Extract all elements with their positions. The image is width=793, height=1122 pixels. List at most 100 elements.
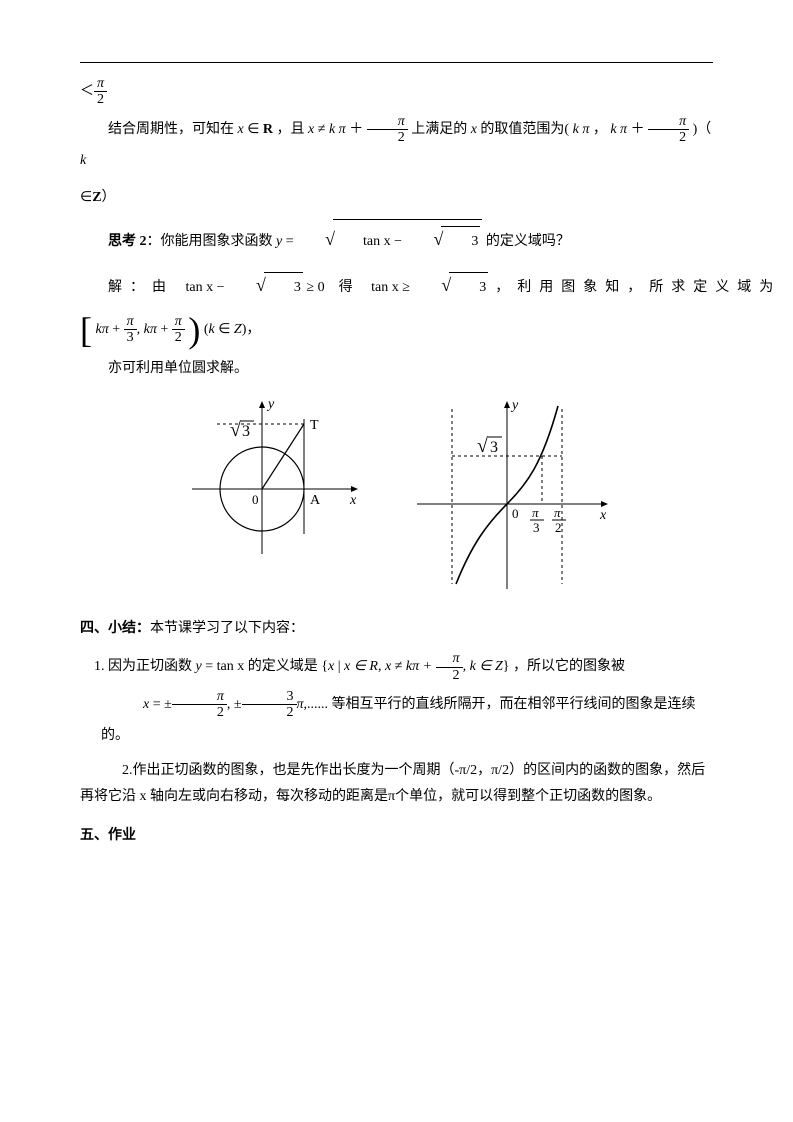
neq: ≠ bbox=[318, 122, 326, 137]
xneq: x ≠ kπ + bbox=[385, 659, 436, 674]
svg-text:√: √ bbox=[230, 419, 241, 441]
tanx: tan x bbox=[363, 234, 391, 249]
text: 的取值范围为( bbox=[480, 122, 569, 137]
minus: − bbox=[213, 280, 228, 295]
periodicity-tail: ∈Z） bbox=[80, 183, 713, 214]
plus: + bbox=[157, 322, 172, 337]
comma: , bbox=[378, 659, 385, 674]
plus: ＋ bbox=[631, 122, 645, 137]
sol-tail: ，利用图象知，所求定义域为 bbox=[495, 280, 781, 295]
set-R: R bbox=[263, 122, 273, 137]
ge: ≥ bbox=[399, 280, 414, 295]
plus: + bbox=[109, 322, 124, 337]
eq: = bbox=[282, 234, 297, 249]
origin-label: 0 bbox=[512, 506, 519, 521]
question-text: 你能用图象求函数 bbox=[161, 234, 277, 249]
heading: 四、小结： bbox=[80, 621, 150, 636]
frac-pi-3: π3 bbox=[124, 314, 137, 346]
heading-tail: 本节课学习了以下内容： bbox=[150, 621, 304, 636]
summary-item-1: 1. 因为正切函数 y = tan x 的定义域是 {x | x ∈ R, x … bbox=[80, 651, 713, 683]
T-label: T bbox=[310, 418, 319, 433]
unit-circle-diagram: y x 0 A T √ 3 bbox=[182, 394, 362, 564]
pi-3-label: π 3 bbox=[530, 505, 544, 535]
frac-pi-2: π2 bbox=[172, 689, 227, 721]
think-2: 思考 2：你能用图象求函数 y = √tan x − √3 的定义域吗？ bbox=[80, 219, 713, 260]
sqrt3-label: √ 3 bbox=[230, 419, 254, 441]
text: )（ bbox=[693, 122, 712, 137]
left-bracket: [ bbox=[80, 312, 92, 348]
radius-line bbox=[262, 424, 304, 489]
page-content: ＜π2 结合周期性，可知在 x ∈ R ，且 x ≠ k π ＋ π2 上满足的… bbox=[80, 76, 713, 852]
eqpm: = ± bbox=[149, 697, 172, 712]
close: ） bbox=[102, 190, 116, 205]
svg-text:3: 3 bbox=[533, 520, 540, 535]
solution-line: 解：由 tan x − √3 ≥ 0 得 tan x ≥ √3 ，利用图象知，所… bbox=[80, 266, 713, 306]
plus: ＋ bbox=[349, 122, 363, 137]
x-var: x bbox=[471, 122, 477, 137]
x-label: x bbox=[599, 508, 607, 523]
pi: π bbox=[339, 122, 346, 137]
set-open: { bbox=[321, 659, 328, 674]
de: 得 bbox=[339, 280, 361, 295]
set-close: } bbox=[503, 659, 510, 674]
question-tail: 的定义域吗？ bbox=[486, 234, 570, 249]
kpi: kπ bbox=[144, 322, 157, 337]
y-label: y bbox=[266, 397, 275, 412]
pi: π bbox=[297, 697, 304, 712]
colon: ： bbox=[147, 234, 161, 249]
in-sym: ∈ bbox=[80, 190, 92, 205]
lt-sign: ＜ bbox=[80, 84, 94, 99]
tanx: tan x bbox=[186, 280, 214, 295]
frac-3-2: 32 bbox=[242, 689, 297, 721]
tan-curve-diagram: y x 0 √ 3 π 3 π 2 bbox=[412, 394, 612, 594]
minus: − bbox=[391, 234, 406, 249]
in: ∈ bbox=[215, 322, 234, 337]
y-label: y bbox=[510, 398, 519, 413]
text: ，且 bbox=[277, 122, 309, 137]
sol-prefix: 解：由 bbox=[108, 280, 186, 295]
svg-text:π: π bbox=[554, 505, 561, 520]
trail: ， bbox=[246, 322, 260, 337]
text: 结合周期性，可知在 bbox=[108, 122, 238, 137]
pi: π bbox=[620, 122, 627, 137]
text: ，所以它的图象被 bbox=[513, 659, 625, 674]
sqrt3: √3 bbox=[413, 266, 488, 306]
svg-text:2: 2 bbox=[555, 520, 562, 535]
bar: | bbox=[334, 659, 344, 674]
domain-interval: [ kπ + π3, kπ + π2 ) (k ∈ Z)， bbox=[80, 312, 713, 348]
sqrt3-inner: √3 bbox=[406, 220, 481, 260]
summary-item-1-line2: x = ±π2, ±32π,...... 等相互平行的直线所隔开，而在相邻平行线… bbox=[101, 689, 713, 752]
Z: Z bbox=[234, 322, 242, 337]
periodicity-line: 结合周期性，可知在 x ∈ R ，且 x ≠ k π ＋ π2 上满足的 x 的… bbox=[80, 114, 713, 177]
frac-pi-2: π2 bbox=[172, 314, 185, 346]
text: 的定义域是 bbox=[248, 659, 322, 674]
k-var: k bbox=[573, 122, 579, 137]
dots: ,...... bbox=[304, 697, 329, 712]
in-sym: ∈ bbox=[247, 122, 259, 137]
right-paren: ) bbox=[188, 312, 200, 348]
sqrt3: √3 bbox=[228, 266, 303, 306]
set-Z: Z bbox=[92, 190, 101, 205]
text: 1. 因为正切函数 bbox=[94, 659, 196, 674]
origin-label: 0 bbox=[252, 492, 259, 507]
tanx: tan x bbox=[217, 659, 245, 674]
pi-2-label: π 2 bbox=[552, 505, 566, 535]
k-var: k bbox=[329, 122, 335, 137]
note-line: 亦可利用单位圆求解。 bbox=[80, 354, 713, 385]
frac-pi-2: π2 bbox=[436, 651, 463, 683]
text: 上满足的 bbox=[411, 122, 471, 137]
frac-pi-2: π2 bbox=[94, 76, 107, 108]
continuation-expr: ＜π2 bbox=[80, 76, 713, 108]
xinR: x ∈ R bbox=[344, 659, 378, 674]
x-var: x bbox=[308, 122, 314, 137]
A-label: A bbox=[310, 493, 321, 508]
pm2: , ± bbox=[227, 697, 242, 712]
summary-item-2: 2.作出正切函数的图象，也是先作出长度为一个周期（-π/2，π/2）的区间内的函… bbox=[80, 758, 713, 811]
pi: π bbox=[582, 122, 589, 137]
svg-text:3: 3 bbox=[242, 423, 250, 440]
sqrt3-label: √ 3 bbox=[477, 435, 502, 457]
k-var: k bbox=[80, 153, 86, 168]
comma: , bbox=[137, 322, 144, 337]
tanx: tan x bbox=[371, 280, 399, 295]
x-label: x bbox=[349, 493, 357, 508]
